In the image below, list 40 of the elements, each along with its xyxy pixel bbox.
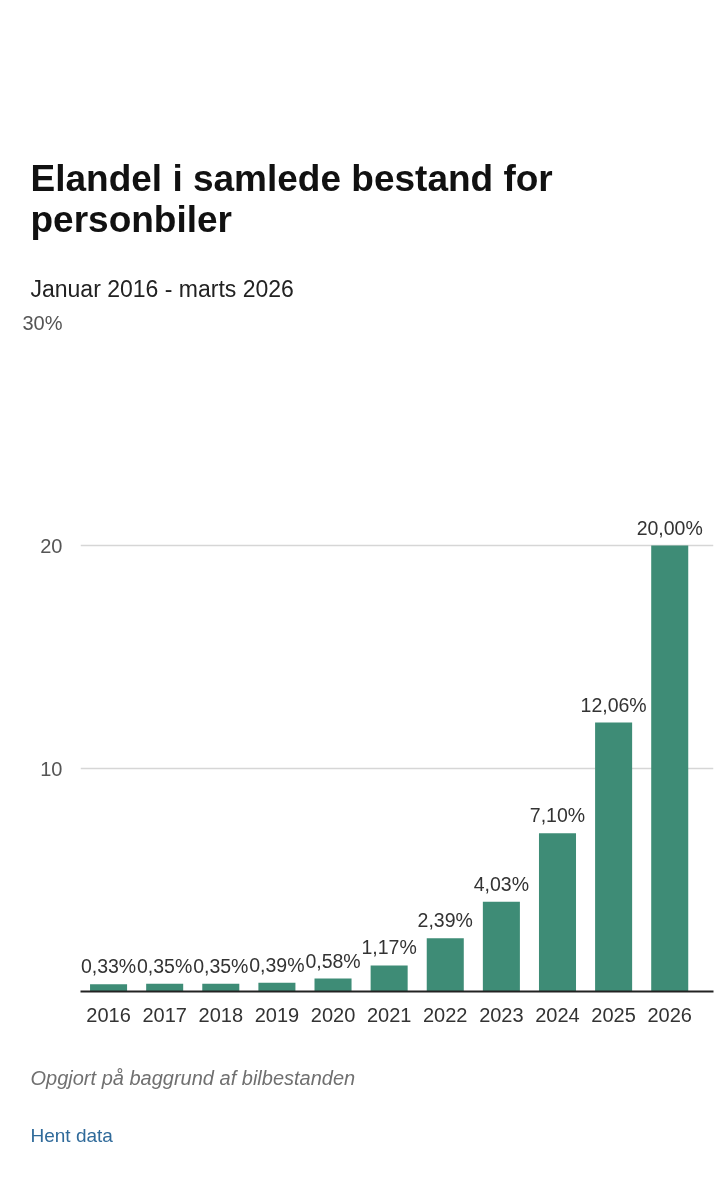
bar (258, 982, 296, 992)
y-tick-label: 10 (40, 757, 63, 780)
data-label: 12,06% (580, 693, 647, 716)
data-label: 0,39% (249, 953, 305, 976)
data-label: 0,35% (193, 954, 249, 977)
chart-title: Elandel i samlede bestand for personbiler (30, 157, 553, 240)
y-tick-label: 30% (22, 311, 63, 334)
data-label: 2,39% (417, 909, 473, 932)
data-label: 4,03% (473, 872, 530, 895)
data-label: 7,10% (529, 804, 586, 827)
x-tick-label: 2021 (366, 1003, 412, 1026)
y-tick-label: 20 (40, 534, 63, 557)
x-tick-label: 2016 (86, 1003, 131, 1026)
data-label: 20,00% (636, 516, 703, 539)
data-label: 0,58% (305, 949, 361, 972)
x-tick-label: 2025 (591, 1003, 636, 1026)
text: Hent data (30, 1124, 114, 1146)
x-tick-label: 2020 (310, 1003, 356, 1026)
text: Opgjort på baggrund af bilbestanden (30, 1066, 356, 1089)
bar (314, 978, 352, 992)
x-tick-label: 2019 (254, 1003, 300, 1026)
bar (90, 984, 128, 992)
bar (202, 983, 240, 992)
data-label: 1,17% (361, 936, 417, 959)
bar (146, 983, 184, 992)
bar (538, 833, 577, 992)
bar (370, 965, 408, 992)
bar (651, 545, 689, 992)
data-label: 0,35% (137, 954, 193, 977)
x-tick-label: 2023 (479, 1003, 524, 1026)
chart-subtitle: Januar 2016 - marts 2026 (30, 275, 294, 302)
x-tick-label: 2018 (198, 1003, 244, 1026)
bar (482, 901, 520, 992)
data-label: 0,33% (80, 955, 137, 978)
x-tick-label: 2026 (647, 1003, 692, 1026)
bar (595, 722, 633, 992)
x-tick-label: 2024 (535, 1003, 580, 1026)
x-tick-label: 2022 (423, 1003, 468, 1026)
bar (426, 938, 464, 992)
x-tick-label: 2017 (142, 1003, 187, 1026)
